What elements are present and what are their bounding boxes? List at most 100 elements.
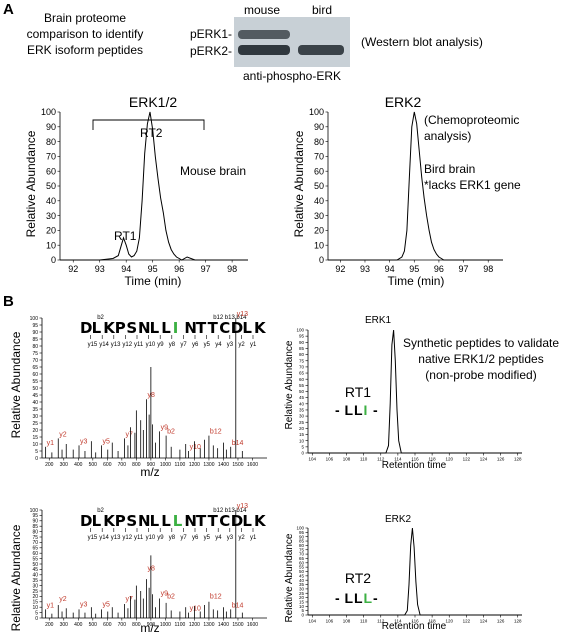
syn2-x-tick-label: 120 — [445, 619, 453, 624]
syn2-y-tick-label: 5 — [301, 608, 304, 613]
erk12-series-line — [60, 111, 248, 261]
syn2-x-tick-label: 124 — [480, 619, 488, 624]
variant-residue: - — [373, 590, 378, 606]
b-ion-label: b2 — [97, 508, 104, 514]
y-ion-label: y3 — [227, 342, 234, 348]
syn2-y-tick-label: 45 — [299, 573, 305, 578]
erk12-x-axis-label: Time (min) — [125, 274, 182, 288]
ms2-y-tick-label: 60 — [32, 551, 38, 557]
fragment-ion-label: y2 — [59, 596, 67, 603]
ms2-y-tick-label: 20 — [32, 594, 38, 600]
ms2-y-tick-label: 100 — [30, 508, 39, 514]
sequence-residue: T — [208, 512, 219, 530]
ms2-x-tick-label: 1000 — [160, 622, 171, 628]
ms2-y-tick-label: 25 — [32, 589, 38, 595]
erk12-annotation-rt1: RT1 — [114, 229, 137, 243]
variant-residue: - — [335, 402, 340, 418]
erk12-title: ERK1/2 — [129, 94, 177, 110]
syn2-x-axis-label: Retention time — [382, 621, 447, 632]
panel-a-intro-line-1: Brain proteome — [44, 11, 126, 25]
ms2-x-tick-label: 300 — [60, 622, 69, 628]
ms2-x-tick-label: 900 — [147, 622, 156, 628]
blot-membrane — [234, 17, 350, 67]
ms2-y-axis-label: Relative Abundance — [9, 524, 23, 631]
chart-synthetic-erk2: Relative Abundance Retention time ERK2 R… — [284, 514, 447, 632]
erk2-y-axis-label: Relative Abundance — [292, 130, 306, 237]
ms1-x-tick-label: 1500 — [232, 462, 243, 468]
erk2-y-tick-label: 80 — [314, 137, 324, 147]
panel-a-label: A — [3, 1, 14, 18]
y-ion-label: y2 — [238, 535, 245, 541]
ms2-x-tick-label: 500 — [89, 622, 98, 628]
syn2-plot-area: 104 106 108 110 112 114 116 118 120 122 124 126 128 0… — [296, 526, 522, 624]
ms2-x-tick-label: 1300 — [203, 622, 214, 628]
sequence-residue: N — [184, 512, 197, 530]
erk2-y-tick-label: 20 — [314, 226, 324, 236]
syn1-y-tick-label: 15 — [299, 432, 305, 437]
ms1-y-tick-label: 70 — [32, 358, 38, 364]
ms2-y-tick-label: 90 — [32, 519, 38, 525]
sequence-residue: P — [115, 512, 126, 530]
syn1-plot-area: 104 106 108 110 112 114 116 118 120 122 124 126 128 0… — [296, 328, 522, 462]
ms2-x-tick-label: 1400 — [218, 622, 229, 628]
sequence-residue: T — [196, 512, 207, 530]
variant-residue: L — [345, 402, 354, 418]
fragment-ion-label: b14 — [232, 440, 244, 447]
syn2-x-tick-label: 104 — [309, 619, 317, 624]
erk12-x-tick-label: 92 — [68, 264, 78, 274]
sequence-residue: N — [184, 319, 197, 337]
erk12-x-tick-label: 95 — [148, 264, 158, 274]
erk2-x-tick-label: 94 — [385, 264, 395, 274]
syn1-y-tick-label: 40 — [299, 401, 305, 406]
erk12-x-tick-label: 97 — [201, 264, 211, 274]
ms1-x-tick-label: 600 — [103, 462, 112, 468]
syn2-y-tick-label: 90 — [299, 534, 305, 539]
syn1-x-tick-label: 124 — [480, 457, 488, 462]
sequence-residue: L — [150, 512, 160, 530]
sequence-residue: L — [242, 512, 252, 530]
syn1-x-tick-label: 128 — [514, 457, 522, 462]
erk2-x-tick-label: 92 — [335, 264, 345, 274]
ms2-y-tick-label: 40 — [32, 573, 38, 579]
syn2-y-tick-label: 65 — [299, 556, 305, 561]
variant-residue: L — [345, 590, 354, 606]
erk2-plot-area: 92 93 94 95 96 97 98 0 10 20 30 40 50 60 70 80 90 100 — [309, 107, 503, 274]
ms2-x-axis-label: m/z — [140, 621, 159, 633]
blot-lane-label-mouse: mouse — [244, 3, 280, 17]
ms1-x-tick-label: 1600 — [247, 462, 258, 468]
y-ion-label: y6 — [192, 535, 199, 541]
ms2-x-tick-label: 200 — [45, 622, 54, 628]
ms1-x-tick-label: 700 — [118, 462, 127, 468]
fragment-ion-label: y5 — [103, 438, 111, 445]
y-ion-label: y8 — [169, 342, 176, 348]
ms1-x-tick-label: 1000 — [160, 462, 171, 468]
syn1-x-tick-label: 126 — [497, 457, 505, 462]
syn1-rt-label: RT1 — [345, 384, 371, 400]
sequence-residue: N — [138, 319, 151, 337]
panel-a-intro-line-3: ERK isoform peptides — [27, 43, 143, 57]
syn1-x-tick-label: 120 — [445, 457, 453, 462]
sequence-residue: C — [219, 319, 230, 337]
syn1-y-tick-label: 95 — [299, 334, 305, 339]
ms1-plot-area: 200 300 400 500 600 700 800 900 1000 1100 1200 1300… — [30, 316, 267, 468]
panel-b-label: B — [3, 293, 14, 310]
fragment-ion-label: b12 — [210, 429, 222, 436]
syn2-y-tick-label: 80 — [299, 543, 305, 548]
ms1-y-tick-label: 5 — [35, 449, 38, 455]
b-ion-label: b13 — [225, 508, 236, 514]
variant-residue: L — [354, 402, 363, 418]
syn1-y-tick-label: 85 — [299, 346, 305, 351]
ms1-y-tick-label: 50 — [32, 386, 38, 392]
ms1-y-tick-label: 15 — [32, 435, 38, 441]
erk12-y-tick-label: 60 — [46, 166, 56, 176]
erk2-x-tick-label: 98 — [483, 264, 493, 274]
syn2-y-tick-label: 85 — [299, 539, 305, 544]
ms1-x-tick-label: 400 — [74, 462, 83, 468]
erk12-plot-area: 92 93 94 95 96 97 98 0 10 20 30 40 50 60 70 80 90 100 — [41, 107, 248, 274]
syn1-y-tick-label: 35 — [299, 408, 305, 413]
y-ion-label: y15 — [88, 342, 98, 348]
fragment-ion-label: y13 — [237, 503, 248, 510]
sequence-residue: L — [161, 512, 171, 530]
blot-antibody-label: anti-phospho-ERK — [243, 69, 341, 83]
